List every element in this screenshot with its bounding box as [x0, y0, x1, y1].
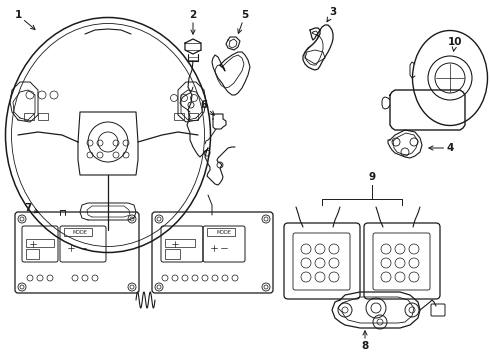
Text: MODE: MODE — [217, 230, 231, 234]
Bar — [64, 228, 92, 236]
Bar — [26, 239, 54, 247]
Bar — [165, 239, 195, 247]
Bar — [165, 249, 180, 259]
Bar — [207, 228, 235, 236]
Bar — [26, 249, 39, 259]
Text: 7: 7 — [24, 203, 38, 213]
Text: 10: 10 — [448, 37, 462, 51]
Bar — [174, 113, 184, 120]
Text: MODE: MODE — [73, 230, 87, 234]
Text: 9: 9 — [368, 172, 375, 182]
Text: 1: 1 — [14, 10, 35, 30]
Text: 4: 4 — [429, 143, 454, 153]
Text: 5: 5 — [238, 10, 248, 33]
Bar — [24, 113, 34, 120]
Bar — [38, 113, 48, 120]
Bar — [188, 113, 198, 120]
Text: 3: 3 — [327, 7, 337, 22]
Text: 2: 2 — [189, 10, 196, 34]
Text: 6: 6 — [200, 100, 214, 115]
Text: 8: 8 — [362, 331, 368, 351]
